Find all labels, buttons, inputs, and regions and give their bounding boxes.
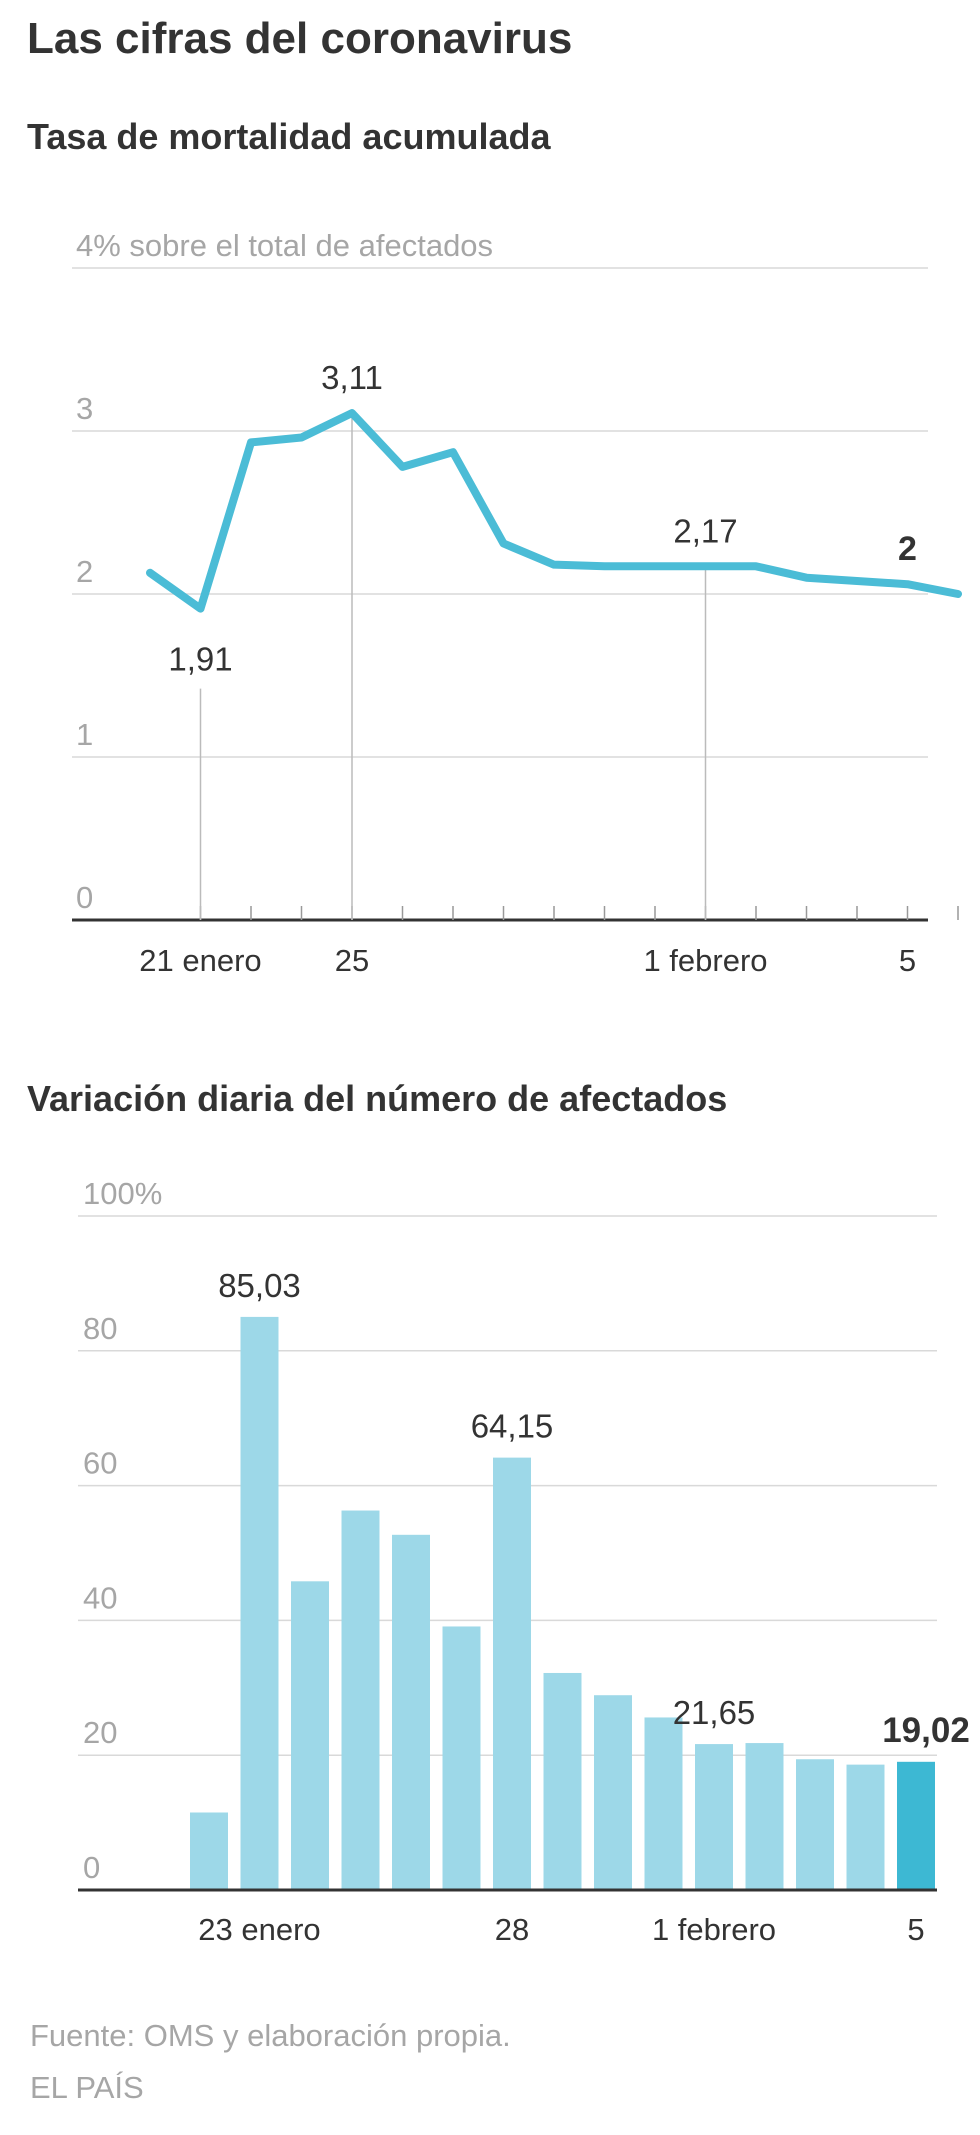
mortality-chart-title: Tasa de mortalidad acumulada [27,116,551,157]
bar [897,1761,935,1890]
bar [745,1743,784,1890]
bar [796,1759,834,1890]
bar [594,1695,632,1890]
bar [190,1812,228,1890]
y-tick-label: 40 [83,1580,117,1615]
bar [644,1717,683,1890]
data-label: 1,91 [168,641,232,678]
y-tick-label: 60 [83,1446,117,1481]
y-tick-label: 2 [76,554,93,589]
bar [493,1457,531,1890]
y-tick-label: 20 [83,1715,117,1750]
data-label: 19,02 [882,1711,970,1750]
bar [442,1626,481,1890]
x-tick-label: 1 febrero [652,1912,776,1947]
mortality-series-line [146,409,962,613]
bar [341,1510,380,1890]
daily-variation-bar-chart: 0 20 40 60 80 100% 23 enero 28 1 febrero 5 85,03 64… [78,1176,970,1947]
source-note: Fuente: OMS y elaboración propia. [30,2018,511,2053]
x-tick-label: 5 [899,943,916,978]
y-tick-label: 1 [76,717,93,752]
x-tick-label: 25 [335,943,369,978]
bar [543,1672,582,1890]
bar [291,1581,329,1890]
y-tick-label: 100% [83,1176,162,1211]
data-label: 64,15 [471,1408,554,1445]
bar [240,1316,279,1890]
y-tick-label: 4% sobre el total de afectados [76,228,493,263]
mortality-line-chart: 0 1 2 3 4% sobre el total de afectados 21 ene… [72,228,962,978]
y-tick-label: 80 [83,1311,117,1346]
x-tick-label: 23 enero [198,1912,320,1947]
bar [695,1744,733,1890]
y-tick-label: 0 [76,880,93,915]
daily-variation-chart-title: Variación diaria del número de afectados [27,1078,728,1119]
x-tick-label: 1 febrero [643,943,767,978]
x-tick-label: 5 [907,1912,924,1947]
data-label: 85,03 [218,1267,301,1304]
page-title: Las cifras del coronavirus [27,14,573,63]
x-tick-label: 21 enero [139,943,261,978]
y-tick-label: 0 [83,1850,100,1885]
data-label: 2 [898,530,917,568]
data-label: 2,17 [673,512,737,549]
bar [846,1764,885,1890]
x-tick-label: 28 [495,1912,529,1947]
y-tick-label: 3 [76,391,93,426]
publisher-brand: EL PAÍS [30,2070,144,2105]
data-label: 21,65 [673,1694,756,1731]
bar [392,1534,430,1890]
data-label: 3,11 [321,359,383,396]
